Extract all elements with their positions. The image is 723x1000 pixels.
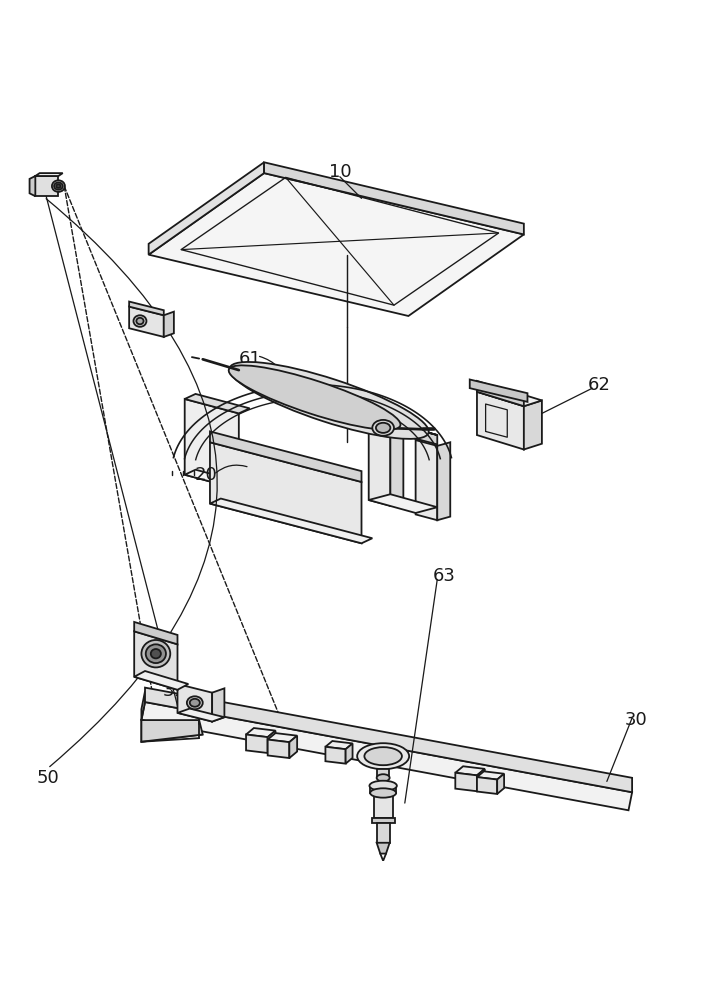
Polygon shape — [134, 671, 188, 690]
Polygon shape — [145, 688, 632, 792]
Ellipse shape — [228, 365, 401, 430]
Ellipse shape — [137, 318, 144, 324]
Polygon shape — [177, 684, 212, 722]
Ellipse shape — [370, 788, 396, 798]
Polygon shape — [268, 733, 297, 742]
Polygon shape — [369, 416, 437, 435]
Polygon shape — [164, 312, 174, 337]
Polygon shape — [455, 766, 484, 775]
Polygon shape — [246, 735, 268, 753]
Polygon shape — [35, 176, 59, 196]
Text: 30: 30 — [625, 711, 647, 729]
Ellipse shape — [357, 743, 409, 769]
Polygon shape — [134, 631, 177, 690]
Polygon shape — [497, 774, 504, 794]
Ellipse shape — [54, 182, 63, 190]
Polygon shape — [377, 823, 390, 843]
Polygon shape — [437, 442, 450, 520]
Ellipse shape — [151, 649, 161, 658]
Polygon shape — [149, 162, 264, 255]
Polygon shape — [369, 416, 416, 439]
Polygon shape — [184, 399, 239, 489]
Ellipse shape — [229, 362, 429, 439]
Polygon shape — [268, 740, 289, 758]
Text: 63: 63 — [433, 567, 456, 585]
Polygon shape — [142, 720, 202, 742]
Ellipse shape — [142, 640, 171, 667]
Polygon shape — [455, 773, 477, 791]
Polygon shape — [377, 843, 390, 854]
Polygon shape — [30, 176, 35, 196]
Polygon shape — [129, 307, 164, 337]
Polygon shape — [142, 702, 632, 810]
Polygon shape — [477, 392, 524, 449]
Text: 50: 50 — [36, 769, 59, 787]
Polygon shape — [268, 731, 275, 753]
Ellipse shape — [189, 699, 200, 707]
Polygon shape — [210, 499, 372, 543]
Ellipse shape — [364, 747, 402, 765]
Text: 61: 61 — [239, 350, 261, 368]
Ellipse shape — [146, 644, 166, 663]
Polygon shape — [184, 470, 249, 489]
Text: 40: 40 — [141, 628, 163, 646]
Text: 31: 31 — [163, 682, 185, 700]
Polygon shape — [142, 720, 202, 742]
Text: 10: 10 — [328, 163, 351, 181]
Polygon shape — [374, 793, 393, 818]
Text: 62: 62 — [589, 376, 611, 394]
Polygon shape — [212, 688, 224, 722]
Polygon shape — [210, 442, 362, 543]
Ellipse shape — [369, 781, 397, 791]
Polygon shape — [35, 173, 63, 176]
Polygon shape — [477, 386, 542, 406]
Polygon shape — [390, 428, 403, 506]
Polygon shape — [134, 622, 177, 644]
Ellipse shape — [377, 774, 390, 781]
Polygon shape — [416, 440, 437, 520]
Ellipse shape — [52, 180, 65, 192]
Polygon shape — [477, 777, 497, 794]
Polygon shape — [264, 162, 524, 234]
Polygon shape — [129, 302, 164, 315]
Polygon shape — [210, 431, 362, 482]
Polygon shape — [142, 691, 145, 720]
Polygon shape — [346, 743, 353, 764]
Text: 20: 20 — [195, 466, 218, 484]
Polygon shape — [477, 381, 524, 406]
Ellipse shape — [372, 420, 394, 436]
Polygon shape — [377, 769, 389, 778]
Polygon shape — [477, 771, 504, 780]
Ellipse shape — [187, 696, 202, 709]
Polygon shape — [325, 741, 353, 749]
Polygon shape — [177, 709, 224, 722]
Polygon shape — [369, 426, 390, 506]
Polygon shape — [149, 173, 524, 316]
Ellipse shape — [134, 315, 147, 327]
Polygon shape — [184, 394, 249, 413]
Polygon shape — [369, 494, 437, 513]
Polygon shape — [289, 736, 297, 758]
Polygon shape — [416, 429, 437, 444]
Polygon shape — [470, 379, 528, 402]
Polygon shape — [325, 747, 346, 764]
Polygon shape — [372, 818, 395, 823]
Ellipse shape — [56, 184, 61, 188]
Polygon shape — [524, 400, 542, 449]
Polygon shape — [370, 786, 396, 793]
Ellipse shape — [376, 423, 390, 433]
Polygon shape — [246, 728, 275, 737]
Polygon shape — [477, 769, 484, 791]
